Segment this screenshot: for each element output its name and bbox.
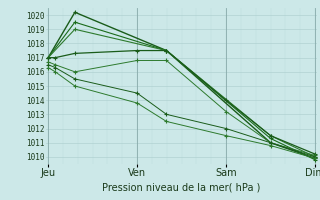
X-axis label: Pression niveau de la mer( hPa ): Pression niveau de la mer( hPa ) — [102, 182, 261, 192]
